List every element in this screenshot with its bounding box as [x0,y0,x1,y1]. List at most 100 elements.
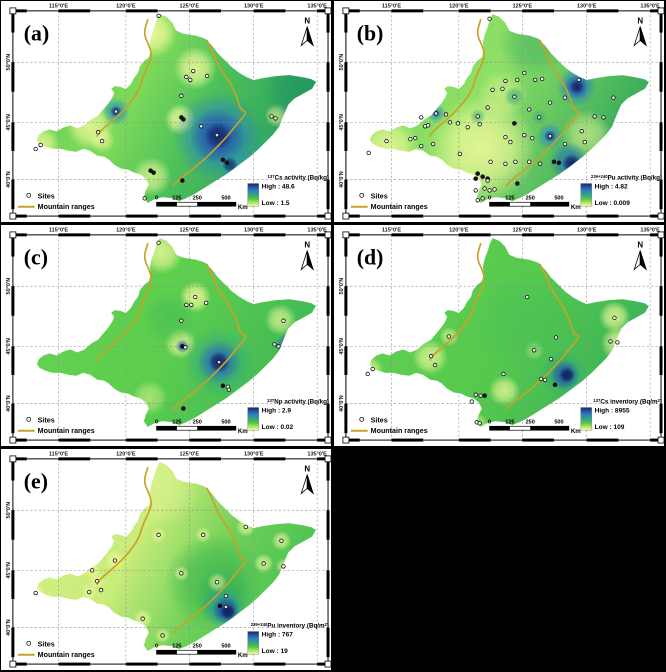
site-marker [272,342,277,347]
svg-text:500: 500 [221,195,230,201]
sites-legend-icon [26,640,32,646]
y-axis-label: 50°0'N [339,54,345,71]
site-marker [532,77,538,83]
site-marker [408,136,413,142]
svg-text:N: N [637,17,643,26]
svg-text:125: 125 [505,195,514,201]
y-axis-label: 45°0'N [6,338,12,355]
x-axis-label: 125°0'E [180,227,200,233]
site-marker-filled [551,159,557,165]
site-marker [204,73,210,79]
site-marker [465,125,470,130]
graticule [12,458,329,665]
site-marker [527,107,532,112]
x-axis-label: 130°0'E [577,3,597,9]
site-marker [413,135,418,141]
y-axis-label: 45°0'N [6,562,12,579]
site-marker [189,302,194,308]
ramp-high-label: High : 4.82 [595,183,628,190]
svg-text:500: 500 [554,419,563,425]
site-marker [473,392,478,397]
axis-labels: 115°0'E 120°0'E 125°0'E 130°0'E 135°0'E 50°0'… [6,3,327,187]
svg-text:125: 125 [172,643,181,649]
site-marker [527,159,532,164]
y-axis-label: 40°0'N [6,395,12,412]
x-axis-label: 115°0'E [49,451,69,457]
axis-labels: 115°0'E 120°0'E 125°0'E 130°0'E 135°0'E 50°0'… [339,3,660,187]
scale-bar: 0 125 250 500 Km [155,643,248,659]
svg-text:250: 250 [526,419,535,425]
mountain-range-line [505,39,580,187]
site-marker [279,538,284,543]
color-ramp-bar [247,631,259,655]
panel-c: 115°0'E 120°0'E 125°0'E 130°0'E 135°0'E 50°0'… [1,225,331,446]
x-axis-label: 130°0'E [244,3,264,9]
x-axis-label: 135°0'E [640,3,660,9]
scale-bar-unit: Km [238,204,248,211]
site-marker [531,348,537,353]
y-axis-label: 50°0'N [339,278,345,295]
map-region [36,461,317,652]
site-marker [428,354,434,359]
site-marker [269,114,274,119]
x-axis-label: 115°0'E [382,3,402,9]
svg-text:N: N [304,241,310,250]
site-marker [537,161,543,166]
site-marker [443,112,449,117]
site-marker [223,593,229,599]
site-marker [503,134,508,140]
graticule [12,10,329,217]
x-axis-label: 115°0'E [382,227,402,233]
svg-text:N: N [637,241,643,250]
site-marker-filled [556,160,562,166]
sites-legend-label: Sites [38,640,55,648]
x-axis-label: 120°0'E [116,227,136,233]
x-axis-label: 120°0'E [449,227,469,233]
mountain-range-line [429,242,485,362]
mountain-range-line [172,487,247,635]
svg-text:500: 500 [221,419,230,425]
site-marker [419,143,424,149]
site-marker [183,345,188,350]
site-markers [33,524,286,638]
site-marker-filled [180,178,185,183]
x-axis-label: 120°0'E [116,451,136,457]
site-marker [579,129,584,134]
sites-legend-icon [359,192,365,198]
site-marker [488,159,493,164]
site-markers [365,294,620,426]
site-marker [446,334,452,339]
panel-a: 115°0'E 120°0'E 125°0'E 130°0'E 135°0'E 50°0'… [1,1,331,222]
ramp-high-label: High : 2.9 [262,407,292,414]
color-ramp-bar [580,407,592,431]
site-marker [455,121,461,126]
mountain-range-line [429,18,485,138]
site-marker [485,178,490,183]
site-marker [487,188,492,193]
site-marker [198,124,204,129]
y-axis-label: 45°0'N [6,114,12,131]
site-marker [94,579,100,584]
site-marker [214,580,220,585]
site-marker [582,139,587,145]
x-axis-label: 130°0'E [244,451,264,457]
ramp-high-label: High : 767 [262,631,294,638]
y-axis-label: 40°0'N [6,619,12,636]
site-marker [477,122,482,127]
mountain-range-line [96,18,152,138]
site-marker [419,115,424,120]
x-axis-label: 125°0'E [513,3,533,9]
panel-letter: (c) [24,246,48,270]
site-marker [508,139,513,145]
map-legend: Sites Mountain ranges [17,640,95,659]
site-marker [33,590,38,596]
svg-text:500: 500 [554,195,563,201]
site-marker [214,133,220,138]
site-marker [482,186,487,191]
sites-legend-label: Sites [371,192,388,200]
x-axis-label: 135°0'E [640,227,660,233]
site-marker [503,78,508,84]
site-marker [191,68,196,74]
x-axis-label: 115°0'E [49,3,69,9]
svg-text:N: N [304,465,310,474]
